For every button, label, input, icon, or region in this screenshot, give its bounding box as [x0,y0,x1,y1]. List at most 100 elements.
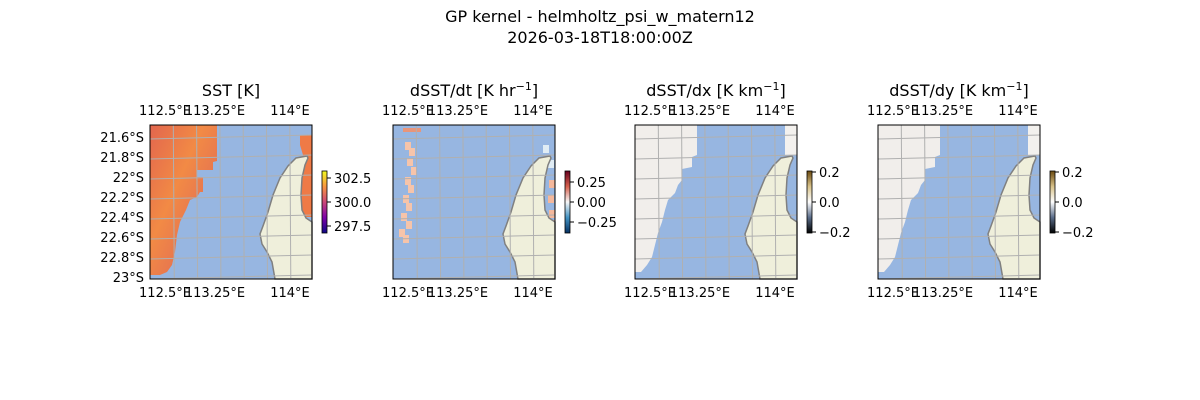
land [502,155,556,280]
parallel-gridline [392,174,556,180]
colorbar-tick-label: −0.2 [819,226,851,241]
parallel-gridline [634,254,798,260]
gradient-field-east [1028,125,1040,155]
meridian-gridline [751,124,753,280]
meridian-gridline [681,124,684,280]
panel-title-text: dSST/dy [K km [889,81,1006,100]
parallel-gridline [634,154,798,160]
colorbar-1 [321,170,328,234]
lon-label-top: 112.5°E [139,104,191,119]
panel-title-superscript: −1 [763,80,779,93]
lat-label: 22.6°S [100,231,144,246]
tendency-cell [399,229,405,237]
land [259,155,313,280]
parallel-gridline [634,134,798,140]
parallel-gridline [149,194,313,200]
meridian-gridline [1017,124,1020,280]
colorbar-tick-label: −0.25 [577,216,617,231]
lon-label-top: 113.25°E [185,104,245,119]
meridian-gridline [657,124,660,280]
parallel-gridline [392,194,556,200]
map-frame [634,124,798,280]
lon-label-bottom: 112.5°E [624,286,676,301]
lon-label-top: 113.25°E [913,104,973,119]
meridian-gridline [172,124,175,280]
tendency-cell [403,128,409,132]
meridian-gridline [509,124,511,280]
figure-subtitle: 2026-03-18T18:00:00Z [507,28,693,47]
tendency-cell [405,142,411,150]
parallel-gridline [149,274,313,280]
meridian-gridline [970,124,973,280]
sst-field [150,125,217,275]
colorbar-tick-label: 0.25 [577,176,606,191]
tendency-cell [409,148,415,156]
colorbar-4 [1049,170,1056,234]
lon-label-top: 113.25°E [428,104,488,119]
tendency-cell [406,221,412,229]
lon-label-bottom: 112.5°E [867,286,919,301]
parallel-gridline [877,174,1041,180]
meridian-gridline [439,124,442,280]
tendency-cell [409,128,415,132]
meridian-gridline [242,124,245,280]
lat-label: 23°S [113,271,144,286]
map-frame [877,124,1041,280]
lon-label-top: 112.5°E [867,104,919,119]
meridian-gridline [289,124,292,280]
parallel-gridline [877,154,1041,160]
lat-label: 22.8°S [100,251,144,266]
panel-title-1: SST [K] [202,81,260,100]
parallel-gridline [392,134,556,140]
meridian-gridline [704,124,707,280]
parallel-gridline [149,154,313,160]
meridian-gridline [727,124,730,280]
lon-label-bottom: 114°E [755,286,795,301]
panel-title-4: dSST/dy [K km−1] [889,80,1028,100]
lon-label-bottom: 113.25°E [428,286,488,301]
meridian-gridline [994,124,996,280]
parallel-gridline [634,174,798,180]
tendency-cell [549,180,555,188]
parallel-gridline [392,234,556,240]
colorbar-tick-label: 302.5 [334,172,371,187]
parallel-gridline [392,274,556,280]
meridian-gridline [900,124,903,280]
tendency-cell [401,213,407,221]
meridian-gridline [947,124,950,280]
lon-label-top: 114°E [513,104,553,119]
lon-label-bottom: 112.5°E [382,286,434,301]
colorbar-tick-label: 0.0 [1062,196,1083,211]
map-panel-3 [634,124,798,280]
lon-label-bottom: 113.25°E [913,286,973,301]
meridian-gridline [924,124,927,280]
parallel-gridline [877,274,1041,280]
tendency-cell [408,185,414,193]
parallel-gridline [149,214,313,220]
colorbar-tick-label: −0.2 [1062,226,1094,241]
lon-label-bottom: 114°E [998,286,1038,301]
map-frame [392,124,556,280]
lon-label-bottom: 112.5°E [139,286,191,301]
colorbar-tick-label: 0.0 [819,196,840,211]
tendency-cell [411,167,417,175]
meridian-gridline [462,124,465,280]
lat-label: 22.2°S [100,191,144,206]
parallel-gridline [634,234,798,240]
lon-label-top: 113.25°E [670,104,730,119]
lon-label-bottom: 113.25°E [185,286,245,301]
lon-label-bottom: 113.25°E [670,286,730,301]
panel-title-superscript: −1 [1006,80,1022,93]
meridian-gridline [485,124,488,280]
tendency-cell [407,158,413,166]
tendency-cell [405,177,411,185]
parallel-gridline [634,214,798,220]
tendency-cell [549,210,555,218]
meridian-gridline [266,124,268,280]
map-panel-2 [392,124,556,280]
map-panel-1 [149,124,313,280]
parallel-gridline [877,134,1041,140]
figure-title: GP kernel - helmholtz_psi_w_matern12 [445,7,755,26]
parallel-gridline [392,214,556,220]
